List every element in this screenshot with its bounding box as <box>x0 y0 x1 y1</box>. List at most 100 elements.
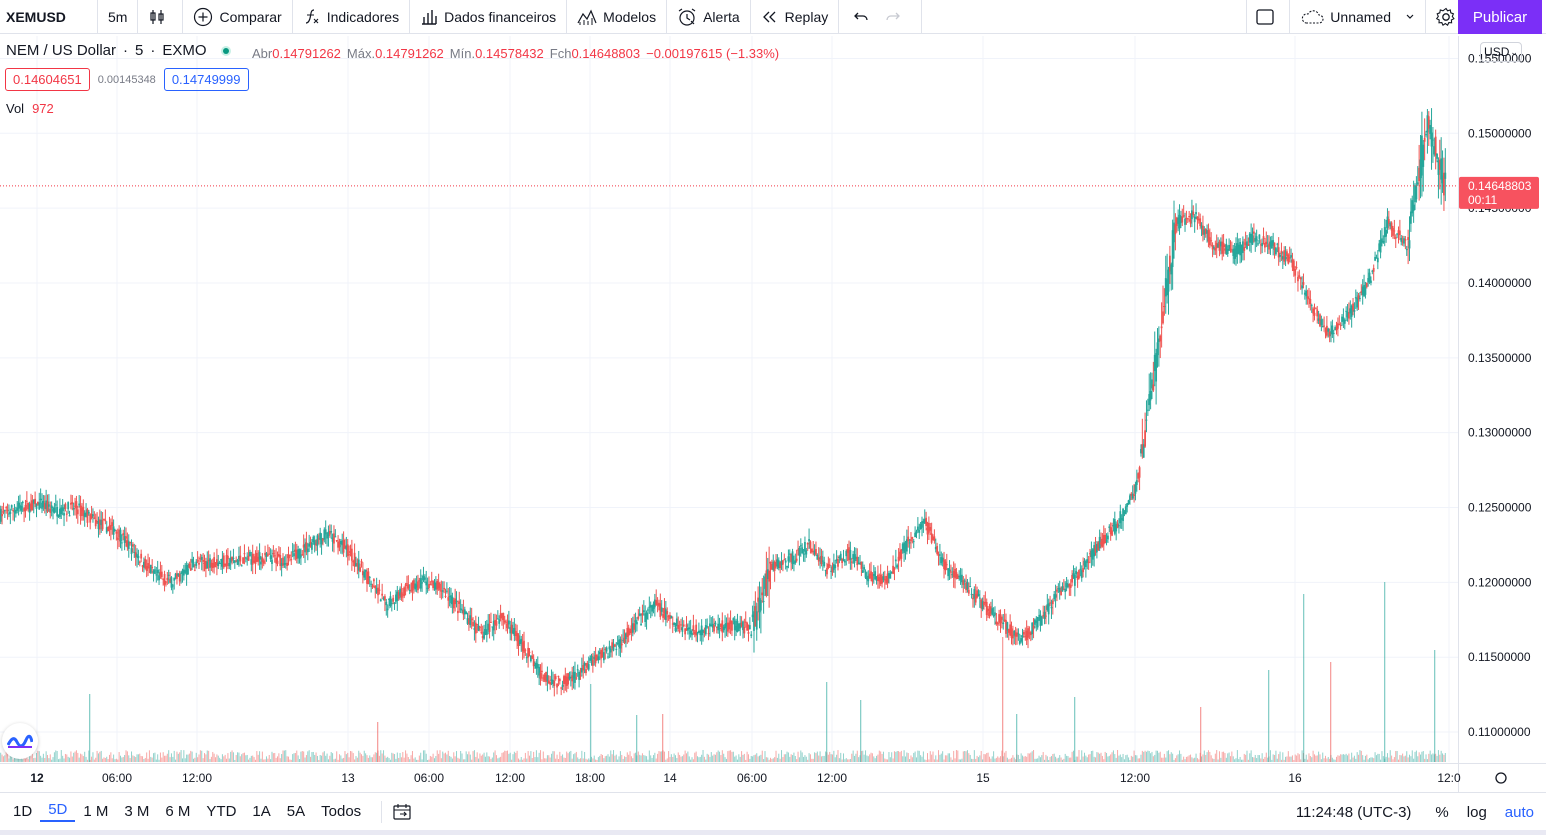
volume-bar <box>644 755 646 762</box>
volume-bar <box>62 755 64 762</box>
volume-bar <box>1117 750 1119 762</box>
volume-bar <box>541 759 543 762</box>
volume-bar <box>575 751 577 762</box>
candle-body <box>1321 325 1324 328</box>
volume-bar <box>303 751 305 762</box>
volume-bar <box>238 752 240 762</box>
volume-bar <box>741 751 743 762</box>
symbol-name[interactable]: NEM / US Dollar <box>6 42 117 59</box>
candle-body <box>407 584 410 589</box>
candle-body <box>709 623 711 627</box>
range-button-todos[interactable]: Todos <box>321 803 362 820</box>
volume-bar <box>1256 758 1258 762</box>
currency-selector[interactable]: USD ⌄ <box>1480 42 1522 62</box>
volume-bar <box>224 754 226 762</box>
candle-body <box>1383 227 1386 238</box>
financials-button[interactable]: Dados financeiros <box>410 0 568 34</box>
candle-body <box>569 676 572 678</box>
volume-bar <box>164 755 166 762</box>
candle-body <box>308 543 311 547</box>
volume-bar <box>632 758 634 762</box>
volume-bar <box>363 750 365 762</box>
candle-body <box>1162 311 1164 324</box>
candle-body <box>608 646 611 650</box>
range-button-ytd[interactable]: YTD <box>206 803 237 820</box>
log-toggle[interactable]: log <box>1466 803 1487 821</box>
range-button-6m[interactable]: 6 M <box>165 803 191 820</box>
sell-price-button[interactable]: 0.14604651 <box>5 68 90 91</box>
indicators-button[interactable]: Indicadores <box>293 0 411 34</box>
candle-body <box>35 503 38 509</box>
volume-bar <box>719 751 721 762</box>
candle-body <box>758 598 761 613</box>
publish-button[interactable]: Publicar <box>1458 0 1542 34</box>
volume-bar <box>1232 756 1234 762</box>
candle-body <box>961 574 963 583</box>
volume-bar <box>1183 756 1185 762</box>
candle-body <box>1370 280 1372 283</box>
percent-toggle[interactable]: % <box>1435 803 1449 821</box>
volume-bar <box>611 754 613 762</box>
candle-body <box>1007 629 1010 633</box>
volume-bar <box>732 751 734 762</box>
range-button-1m[interactable]: 1 M <box>83 803 109 820</box>
volume-bar <box>192 758 194 762</box>
range-button-1a[interactable]: 1A <box>252 803 271 820</box>
candle-body <box>944 561 947 571</box>
volume-bar <box>537 757 539 762</box>
symbol-search-button[interactable]: XEMUSD <box>0 0 98 34</box>
volume-bar <box>602 754 603 762</box>
chart-type-button[interactable] <box>138 0 184 34</box>
range-button-5d[interactable]: 5D <box>40 801 76 822</box>
range-button-5a[interactable]: 5A <box>286 803 306 820</box>
volume-bar <box>157 754 159 762</box>
candle-body <box>313 540 316 546</box>
volume-bar <box>1371 757 1373 762</box>
candle-body <box>304 543 306 553</box>
candle-body <box>1120 517 1123 521</box>
volume-bar <box>1020 753 1022 762</box>
volume-bar <box>267 758 269 762</box>
candle-body <box>1087 561 1090 563</box>
layout-name-button[interactable]: Unnamed <box>1290 0 1426 34</box>
goto-date-icon[interactable] <box>392 803 412 821</box>
price-chart[interactable]: 0.155000000.150000000.145000000.14000000… <box>0 36 1546 792</box>
volume-bar <box>1290 756 1292 762</box>
candle-body <box>831 566 834 573</box>
candle-body <box>36 501 39 505</box>
auto-toggle[interactable]: auto <box>1504 803 1534 821</box>
candle-body <box>878 577 881 582</box>
compare-button[interactable]: Comparar <box>183 0 293 34</box>
candle-body <box>1040 616 1043 626</box>
time-axis-settings-icon[interactable] <box>1495 772 1507 784</box>
candle-body <box>830 570 833 572</box>
select-layout-button[interactable] <box>1246 0 1291 34</box>
clock-timezone[interactable]: 11:24:48 (UTC-3) <box>1295 803 1412 821</box>
range-button-1d[interactable]: 1D <box>13 803 33 820</box>
interval-button[interactable]: 5m <box>98 0 139 34</box>
volume-bar <box>907 753 909 762</box>
market-status-icon[interactable] <box>220 45 231 56</box>
replay-button[interactable]: Replay <box>751 0 840 34</box>
templates-button[interactable]: Modelos <box>567 0 668 34</box>
candle-body <box>3 510 6 512</box>
volume-bar <box>871 753 873 762</box>
volume-bar <box>882 751 884 762</box>
volume-bar <box>540 750 542 762</box>
redo-icon[interactable] <box>885 9 901 25</box>
volume-bar <box>234 759 236 762</box>
y-tick-label: 0.12000000 <box>1468 575 1532 589</box>
volume-bar <box>361 754 362 762</box>
alert-button[interactable]: Alerta <box>667 0 751 34</box>
volume-bar <box>366 755 368 762</box>
tradingview-logo-icon[interactable] <box>2 723 38 759</box>
candle-body <box>93 517 96 519</box>
candle-body <box>976 590 978 598</box>
candle-body <box>1343 319 1346 324</box>
candle-body <box>46 501 49 512</box>
buy-price-button[interactable]: 0.14749999 <box>163 68 249 91</box>
undo-icon[interactable] <box>853 9 869 25</box>
volume-bar <box>1096 752 1098 762</box>
range-button-3m[interactable]: 3 M <box>124 803 150 820</box>
candle-body <box>346 544 349 557</box>
